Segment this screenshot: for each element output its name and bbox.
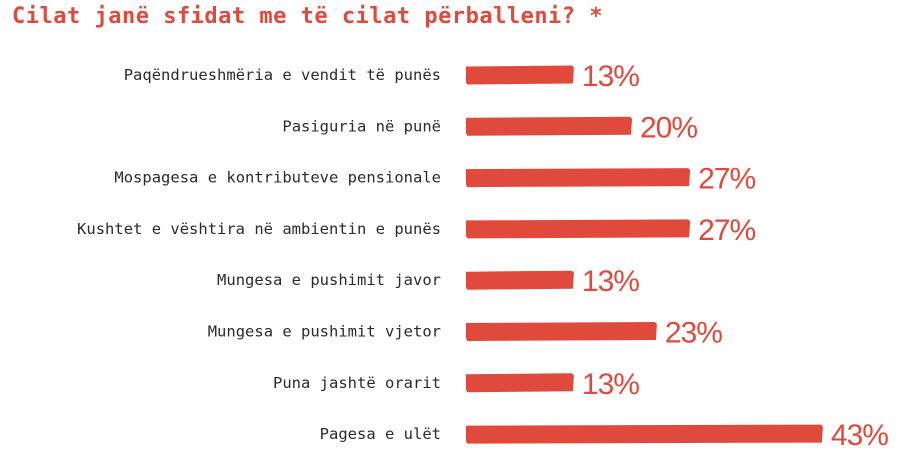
value-label-mospagesa-e-kontributeve-pensionale: 27% [698,163,755,196]
category-label-paqendrueshmeria-e-vendit-te-punes: Paqëndrueshmëria e vendit të punës [124,66,441,84]
value-label-mungesa-e-pushimit-javor: 13% [582,265,639,298]
category-label-kushtet-e-veshtira-ne-ambientin-e-punes: Kushtet e vështira në ambientin e punës [77,220,441,238]
value-label-pasiguria-ne-pune: 20% [640,111,697,144]
value-label-kushtet-e-veshtira-ne-ambientin-e-punes: 27% [698,214,755,247]
category-label-pagesa-e-ulet: Pagesa e ulët [320,425,441,443]
category-label-mungesa-e-pushimit-javor: Mungesa e pushimit javor [217,271,441,289]
category-label-pasiguria-ne-pune: Pasiguria në punë [282,117,441,135]
bars [466,65,823,444]
bar-kushtet-e-veshtira-ne-ambientin-e-punes [466,219,691,239]
bar-pasiguria-ne-pune [466,116,632,136]
value-label-pagesa-e-ulet: 43% [831,419,888,452]
category-label-mospagesa-e-kontributeve-pensionale: Mospagesa e kontributeve pensionale [114,169,441,187]
bar-mungesa-e-pushimit-javor [466,270,574,290]
chart-title: Cilat janë sfidat me të cilat përballeni… [12,4,604,29]
bar-mospagesa-e-kontributeve-pensionale [466,168,691,188]
value-label-mungesa-e-pushimit-vjetor: 23% [665,317,722,350]
category-label-puna-jashte-orarit: Puna jashtë orarit [273,374,441,392]
category-label-mungesa-e-pushimit-vjetor: Mungesa e pushimit vjetor [208,323,441,341]
bar-pagesa-e-ulet [466,424,823,444]
bar-mungesa-e-pushimit-vjetor [466,322,657,341]
category-labels: Paqëndrueshmëria e vendit të punës Pasigu… [77,66,441,443]
value-labels: 13%20%27%27%13%23%13%43% [582,60,889,452]
bar-puna-jashte-orarit [466,373,574,393]
value-label-paqendrueshmeria-e-vendit-te-punes: 13% [582,60,639,93]
value-label-puna-jashte-orarit: 13% [582,368,639,401]
bar-paqendrueshmeria-e-vendit-te-punes [466,65,574,85]
